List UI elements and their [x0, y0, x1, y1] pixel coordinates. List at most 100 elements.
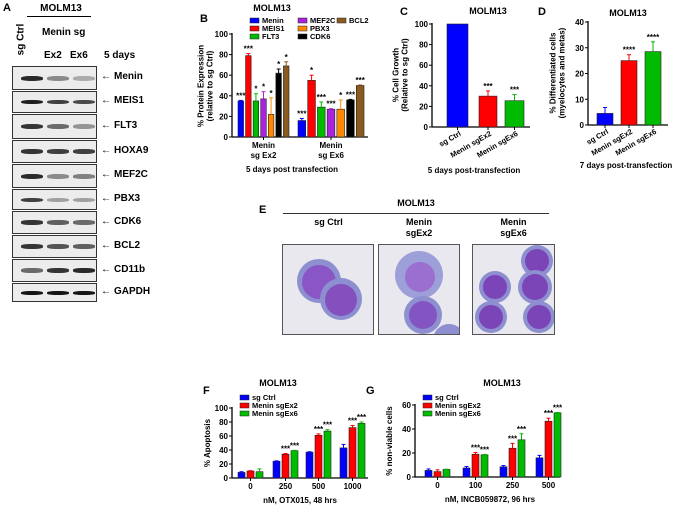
bar-menin [237, 100, 244, 138]
y-tick-label: 40 [219, 92, 228, 101]
significance-label: *** [348, 417, 358, 426]
blot-gapdh [12, 283, 97, 302]
legend-label: Menin sgEx2 [252, 401, 298, 410]
significance-label: *** [281, 445, 291, 454]
bar-menin-sgex2 [508, 447, 517, 478]
protein-band [47, 268, 69, 273]
bar-pbx3 [336, 108, 345, 138]
x-tick-label: 1000 [344, 482, 362, 491]
y-tick-label: 0 [224, 474, 229, 483]
protein-band [21, 75, 43, 81]
protein-band [47, 173, 69, 179]
y-axis-label: (Relative to sg Ctrl) [401, 38, 410, 112]
x-tick-label: 500 [542, 481, 556, 490]
bar-menin-sgex2 [348, 427, 357, 479]
blot-label: PBX3 [101, 193, 140, 204]
cells-image [395, 251, 459, 334]
blot-label: GAPDH [101, 286, 150, 297]
protein-band [73, 244, 95, 249]
x-tick-label: 500 [312, 482, 326, 491]
y-tick-label: 80 [419, 41, 428, 50]
significance-label: *** [517, 425, 527, 434]
significance-label: * [285, 53, 289, 62]
legend-label: Menin sgEx6 [252, 409, 298, 418]
legend-label: sg Ctrl [435, 393, 459, 402]
protein-band [73, 149, 95, 154]
bar-menin-sgex6 [644, 51, 662, 126]
bar-bcl2 [283, 65, 290, 138]
bar-sg-ctrl [339, 447, 348, 479]
panel-e-letter: E [259, 204, 267, 216]
significance-label: * [339, 91, 343, 100]
protein-band [73, 197, 95, 202]
y-tick-label: 60 [419, 61, 428, 70]
legend-swatch [249, 25, 260, 32]
panel-a-letter: A [3, 2, 11, 14]
timepoint-label: 5 days [104, 50, 136, 61]
y-tick-label: 40 [575, 18, 584, 27]
x-tick-label: 0 [248, 482, 253, 491]
bar-meis1 [307, 80, 316, 138]
protein-band [73, 173, 95, 179]
legend-swatch [422, 394, 433, 401]
blot-bcl2 [12, 235, 97, 258]
group-label-menin-sg: Menin sg [42, 27, 86, 38]
bar-meis1 [245, 55, 252, 138]
y-tick-label: 20 [575, 70, 584, 79]
x-axis-label: 5 days post-transfection [428, 166, 521, 175]
significance-label: *** [326, 100, 336, 109]
y-tick-label: 20 [419, 102, 428, 111]
y-tick-label: 40 [402, 425, 411, 434]
panel-a-title: MOLM13 [40, 3, 82, 14]
y-tick-label: 60 [219, 71, 228, 80]
cells-image [475, 245, 554, 333]
panel-b-letter: B [200, 13, 208, 25]
panel-g-letter: G [366, 385, 375, 397]
bar-pbx3 [267, 114, 275, 138]
blot-meis1 [12, 91, 97, 113]
bar-menin-sgex6 [480, 454, 489, 478]
x-tick-label: 0 [435, 481, 440, 490]
cells-image [297, 259, 362, 320]
protein-band [73, 268, 95, 273]
legend-label: PBX3 [310, 24, 330, 33]
micrograph-sg-ctrl [282, 244, 374, 335]
significance-label: * [262, 83, 266, 92]
significance-label: *** [290, 441, 300, 450]
blot-label: MEF2C [101, 169, 148, 180]
protein-band [47, 244, 69, 249]
protein-band [73, 75, 95, 81]
protein-band [21, 244, 43, 249]
legend-swatch [239, 394, 250, 401]
protein-band [73, 100, 95, 105]
legend-swatch [297, 25, 308, 32]
bar-menin-sgex2 [281, 453, 290, 479]
micro-col-label-sg-ctrl: sg Ctrl [283, 217, 374, 228]
bar-menin-sgex2 [433, 471, 442, 478]
protein-band [73, 290, 95, 295]
y-tick-label: 100 [415, 20, 429, 29]
chart-b-title: MOLM13 [253, 3, 291, 13]
x-tick-label: Menin [252, 141, 275, 150]
blot-hoxa9 [12, 140, 97, 163]
col-line2: sgEx2 [405, 228, 433, 238]
bar-sg-ctrl [305, 451, 314, 479]
bar-sg-ctrl [462, 467, 471, 478]
bar-flt3 [317, 106, 326, 138]
blot-label: Menin [101, 71, 143, 82]
blot-cd11b [12, 259, 97, 282]
significance-label: *** [510, 86, 520, 95]
bar-sg-ctrl [272, 460, 281, 479]
y-axis-label: % Protein Expression [197, 45, 206, 127]
protein-band [21, 268, 43, 273]
chart-d-title: MOLM13 [609, 8, 647, 18]
bar-menin-sgex2 [478, 95, 498, 128]
protein-band [21, 149, 43, 154]
y-axis-label: % Apoptosis [203, 418, 212, 467]
protein-band [21, 197, 43, 202]
significance-label: * [310, 66, 314, 75]
col-line1: Menin [406, 217, 432, 227]
bar-mef2c [326, 108, 336, 138]
significance-label: *** [244, 45, 254, 54]
